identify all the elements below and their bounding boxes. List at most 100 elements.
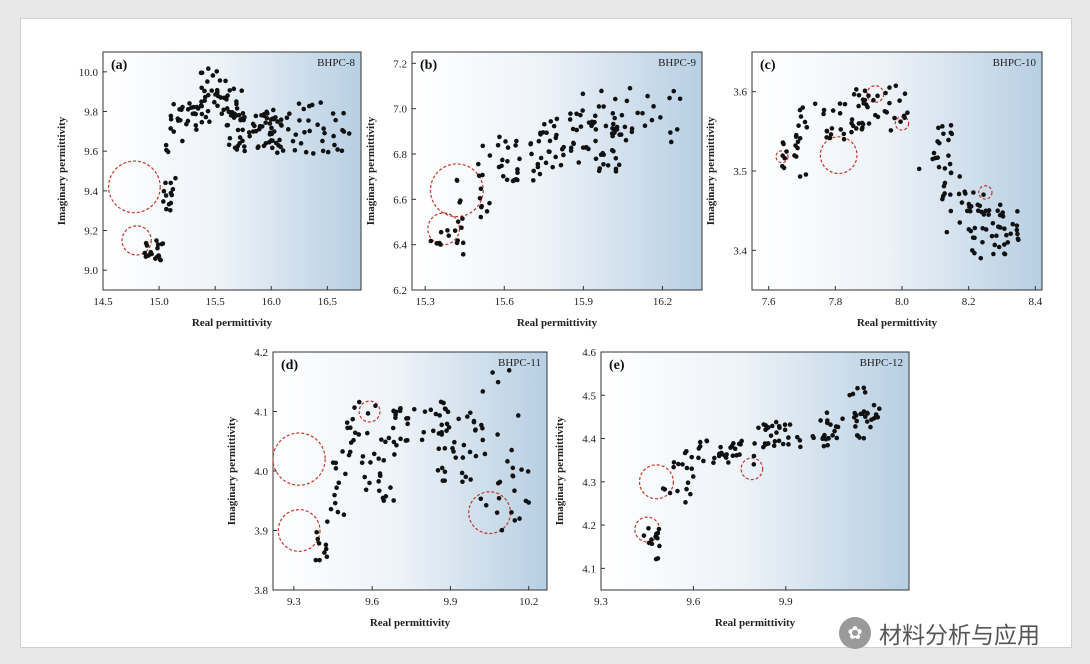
- data-point: [231, 86, 237, 92]
- data-point: [391, 408, 397, 414]
- data-point: [514, 138, 519, 144]
- data-point: [940, 196, 945, 202]
- data-point: [1001, 242, 1007, 247]
- data-point: [616, 162, 622, 168]
- data-point: [221, 107, 226, 113]
- data-point: [237, 135, 243, 140]
- data-point: [821, 443, 827, 449]
- data-point: [495, 379, 501, 385]
- data-point: [240, 127, 245, 133]
- data-point: [610, 111, 616, 116]
- data-point: [156, 253, 161, 258]
- data-point: [336, 480, 342, 486]
- data-point: [467, 449, 473, 455]
- data-point: [452, 228, 458, 233]
- data-point: [193, 111, 199, 117]
- data-point: [335, 147, 340, 152]
- x-tick-label: 8.4: [1028, 296, 1042, 308]
- data-point: [309, 102, 315, 108]
- data-point: [224, 97, 229, 102]
- data-point: [240, 111, 246, 116]
- data-point: [862, 390, 868, 395]
- data-point: [459, 225, 464, 230]
- data-point: [729, 443, 735, 449]
- data-point: [649, 541, 655, 547]
- data-point: [623, 137, 629, 143]
- data-point: [603, 123, 609, 129]
- y-tick-label: 9.8: [84, 107, 98, 119]
- data-point: [849, 117, 855, 122]
- data-point: [871, 402, 877, 408]
- data-point: [660, 486, 666, 491]
- data-point: [356, 399, 362, 405]
- y-tick-label: 3.8: [254, 585, 268, 597]
- data-point: [323, 542, 329, 548]
- data-point: [168, 126, 173, 131]
- data-point: [261, 143, 267, 149]
- data-point: [854, 418, 860, 424]
- data-point: [168, 113, 174, 119]
- data-point: [301, 106, 307, 112]
- data-point: [798, 444, 803, 450]
- data-point: [468, 477, 473, 482]
- data-point: [444, 428, 449, 434]
- data-point: [442, 469, 448, 475]
- data-point: [215, 103, 220, 109]
- data-point: [869, 417, 874, 422]
- data-point: [392, 452, 397, 457]
- data-point: [774, 430, 779, 435]
- data-point: [601, 161, 606, 167]
- data-point: [887, 85, 892, 90]
- data-point: [505, 459, 510, 464]
- data-point: [972, 225, 978, 231]
- data-point: [168, 116, 174, 122]
- data-point: [613, 155, 619, 161]
- data-point: [177, 107, 182, 112]
- data-point: [263, 120, 269, 126]
- data-point: [229, 109, 235, 115]
- data-point: [456, 416, 461, 422]
- data-point: [434, 241, 440, 246]
- data-point: [332, 492, 337, 498]
- data-point: [480, 425, 485, 431]
- data-point: [969, 248, 975, 253]
- data-point: [495, 480, 501, 486]
- data-point: [198, 70, 204, 76]
- data-point: [155, 242, 161, 247]
- data-point: [494, 510, 500, 515]
- data-point: [428, 238, 434, 244]
- data-point: [883, 90, 888, 96]
- data-point: [313, 557, 319, 563]
- data-point: [871, 97, 876, 103]
- data-point: [376, 456, 381, 461]
- data-point: [279, 123, 284, 128]
- data-point: [978, 255, 984, 261]
- data-point: [236, 112, 242, 118]
- data-point: [346, 131, 352, 136]
- data-point: [445, 409, 451, 415]
- data-point: [391, 439, 397, 445]
- data-point: [209, 88, 215, 93]
- data-point: [475, 161, 481, 167]
- data-point: [460, 240, 466, 246]
- data-point: [811, 435, 816, 441]
- data-point: [446, 233, 452, 238]
- y-tick-label: 4.3: [582, 477, 596, 489]
- data-point: [460, 455, 466, 460]
- x-tick-label: 7.6: [762, 296, 776, 308]
- data-point: [967, 208, 973, 214]
- relaxation-circle: [277, 509, 321, 552]
- data-point: [356, 432, 362, 437]
- data-point: [442, 446, 448, 451]
- data-point: [259, 124, 265, 129]
- data-point: [905, 110, 910, 115]
- data-point: [996, 224, 1001, 230]
- data-point: [704, 438, 709, 443]
- data-point: [1004, 232, 1009, 238]
- data-point: [781, 141, 786, 147]
- data-point: [323, 546, 329, 552]
- y-tick-label: 3.5: [733, 166, 747, 178]
- data-point: [479, 203, 484, 209]
- watermark: ✿ 材料分析与应用: [839, 611, 1040, 655]
- y-tick-label: 4.1: [582, 563, 596, 575]
